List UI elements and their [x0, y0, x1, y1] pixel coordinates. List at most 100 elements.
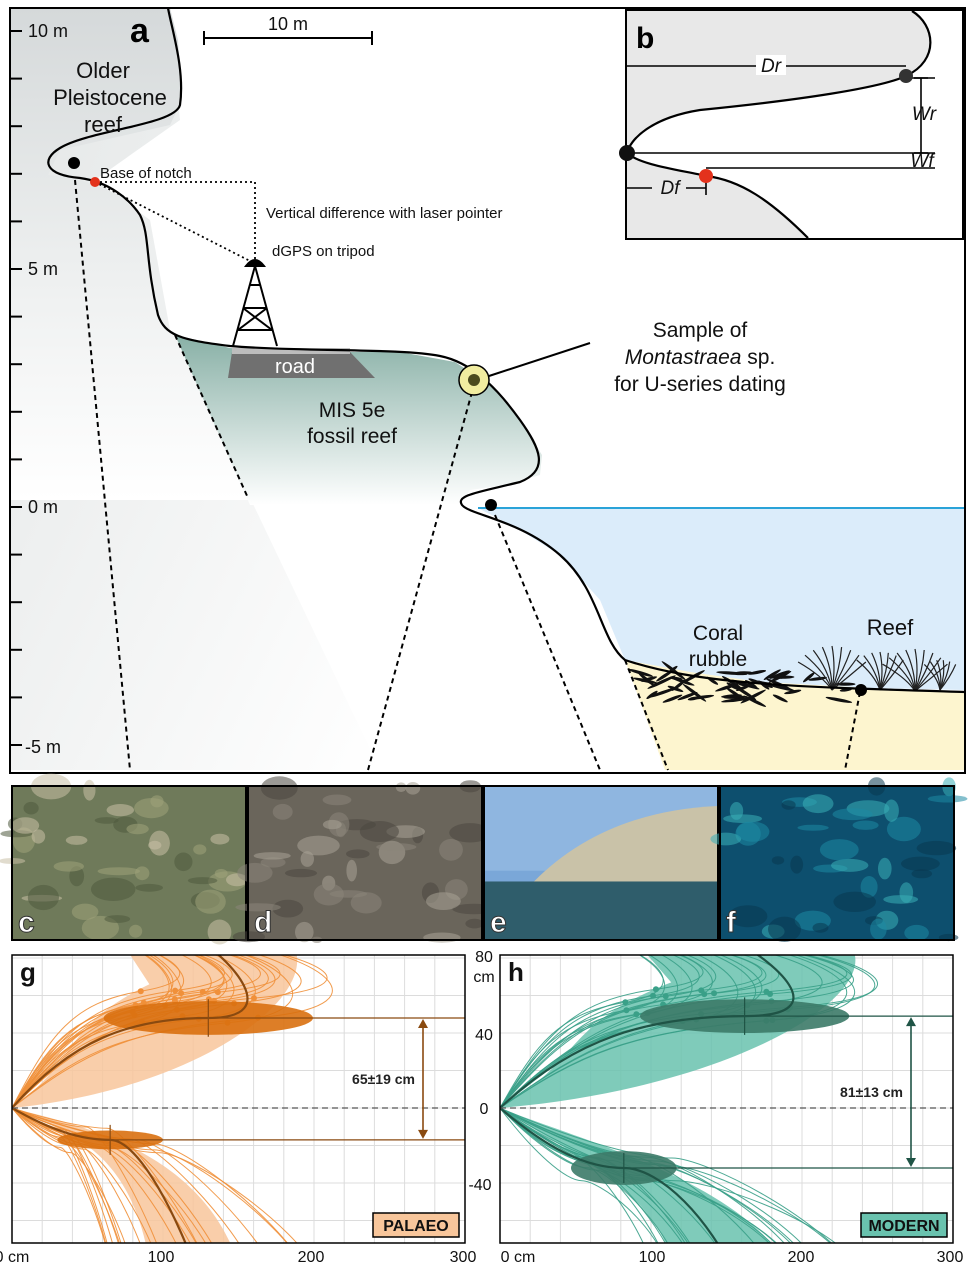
photo-texture	[313, 883, 344, 906]
photo-texture	[860, 876, 878, 898]
photo-texture	[90, 877, 136, 901]
photo-texture	[346, 859, 358, 882]
coral-rubble-label: Coral rubble	[689, 622, 747, 671]
profile-point	[650, 992, 657, 999]
photo-texture	[297, 835, 340, 856]
photo-frame	[483, 785, 719, 941]
coral-branch	[914, 648, 918, 692]
g-x-tick-300: 300	[450, 1249, 477, 1266]
h-x-tick-0: 0 cm	[501, 1249, 536, 1266]
photo-strip: c d e f	[0, 773, 968, 945]
photo-texture	[728, 905, 768, 928]
photo-d: d	[232, 776, 496, 943]
y-tick-5m: 5 m	[28, 259, 58, 279]
h-x-tick-100: 100	[639, 1249, 666, 1266]
photo-texture	[359, 821, 399, 842]
photo-texture	[53, 861, 84, 872]
photo-texture	[870, 918, 887, 940]
rubble-fragment	[802, 672, 815, 683]
photo-texture	[104, 915, 131, 923]
lower-envelope	[12, 1108, 231, 1243]
panel-a: road	[10, 8, 965, 771]
sample-point	[468, 374, 480, 386]
panel-b-point-notch	[619, 145, 635, 161]
rubble-fragment	[690, 694, 715, 700]
profile-curve	[12, 1107, 157, 1243]
coral-branch	[939, 664, 957, 691]
photo-texture	[27, 884, 59, 911]
photo-texture	[802, 794, 834, 814]
y-tick-minus40: -40	[468, 1177, 491, 1194]
photo-texture	[174, 852, 193, 872]
photo-texture	[23, 801, 39, 815]
coral-branch	[914, 657, 942, 692]
scale-bar	[203, 31, 373, 45]
photo-texture	[878, 857, 892, 880]
rubble-fragment	[662, 694, 683, 703]
coral-branch	[882, 663, 916, 692]
mean-lower-curve	[12, 1107, 187, 1243]
y-tick-80: 80	[475, 949, 493, 966]
photo-texture	[790, 855, 804, 874]
panel-b-point-floor	[699, 169, 713, 183]
profile-point	[652, 986, 659, 993]
photo-texture	[465, 918, 484, 929]
profile-point	[137, 988, 144, 995]
svg-text:for U-series dating: for U-series dating	[614, 373, 786, 396]
g-x-tick-200: 200	[298, 1249, 325, 1266]
photo-e: e	[483, 785, 719, 941]
photo-texture	[797, 824, 829, 831]
coral-branch	[914, 663, 948, 692]
panel-b-point-upper	[899, 69, 913, 83]
photo-texture	[207, 919, 232, 945]
photo-frame	[719, 785, 955, 941]
photo-texture	[405, 782, 421, 795]
photo-texture	[812, 922, 829, 933]
photo-texture	[884, 799, 899, 822]
svg-text:rubble: rubble	[689, 648, 747, 671]
photo-texture	[819, 839, 859, 861]
photo-letter-c: c	[18, 906, 35, 939]
h-x-tick-300: 300	[937, 1249, 964, 1266]
sea	[478, 508, 965, 690]
arrow-head-up	[906, 1017, 916, 1027]
road	[228, 352, 375, 378]
reef-point	[855, 684, 867, 696]
photo-texture	[395, 782, 407, 792]
sample-genus: Montastraea	[625, 346, 742, 369]
plot-frame	[11, 954, 466, 1244]
photo-texture	[300, 851, 314, 867]
photo-texture	[736, 821, 770, 842]
photo-texture	[83, 779, 96, 801]
coral-branch	[914, 652, 934, 692]
profile-curve	[500, 1107, 658, 1243]
rubble-fragment	[677, 691, 698, 701]
photo-texture	[426, 892, 461, 910]
svg-text:reef: reef	[84, 112, 123, 137]
photo-texture	[135, 883, 163, 892]
rubble-fragment	[768, 671, 792, 683]
photo-c: c	[0, 773, 248, 945]
older-reef-label: Older Pleistocene reef	[53, 58, 167, 137]
photo-texture	[11, 817, 40, 834]
photo-texture	[886, 816, 921, 842]
rubble-fragment	[721, 697, 751, 703]
rubble-fragment	[627, 668, 654, 677]
svg-text:Montastraea sp.: Montastraea sp.	[625, 346, 776, 369]
arrow-head-down	[906, 1158, 916, 1167]
dgps-label: dGPS on tripod	[272, 243, 375, 260]
rubble-fragment	[732, 684, 757, 701]
profile-curve	[500, 1107, 836, 1243]
dgps-tripod	[232, 259, 278, 347]
badge-label: PALAEO	[383, 1218, 448, 1235]
profile-x-ticks-g: 0 cm 100 200 300	[0, 1249, 476, 1266]
photo-texture	[911, 869, 933, 879]
photo-texture	[135, 866, 150, 881]
photo-texture	[187, 877, 218, 885]
photo-texture	[193, 844, 207, 855]
photo-texture	[195, 889, 226, 914]
photo-texture	[260, 857, 286, 868]
coral-branch	[879, 655, 897, 691]
photo-texture	[71, 903, 99, 920]
